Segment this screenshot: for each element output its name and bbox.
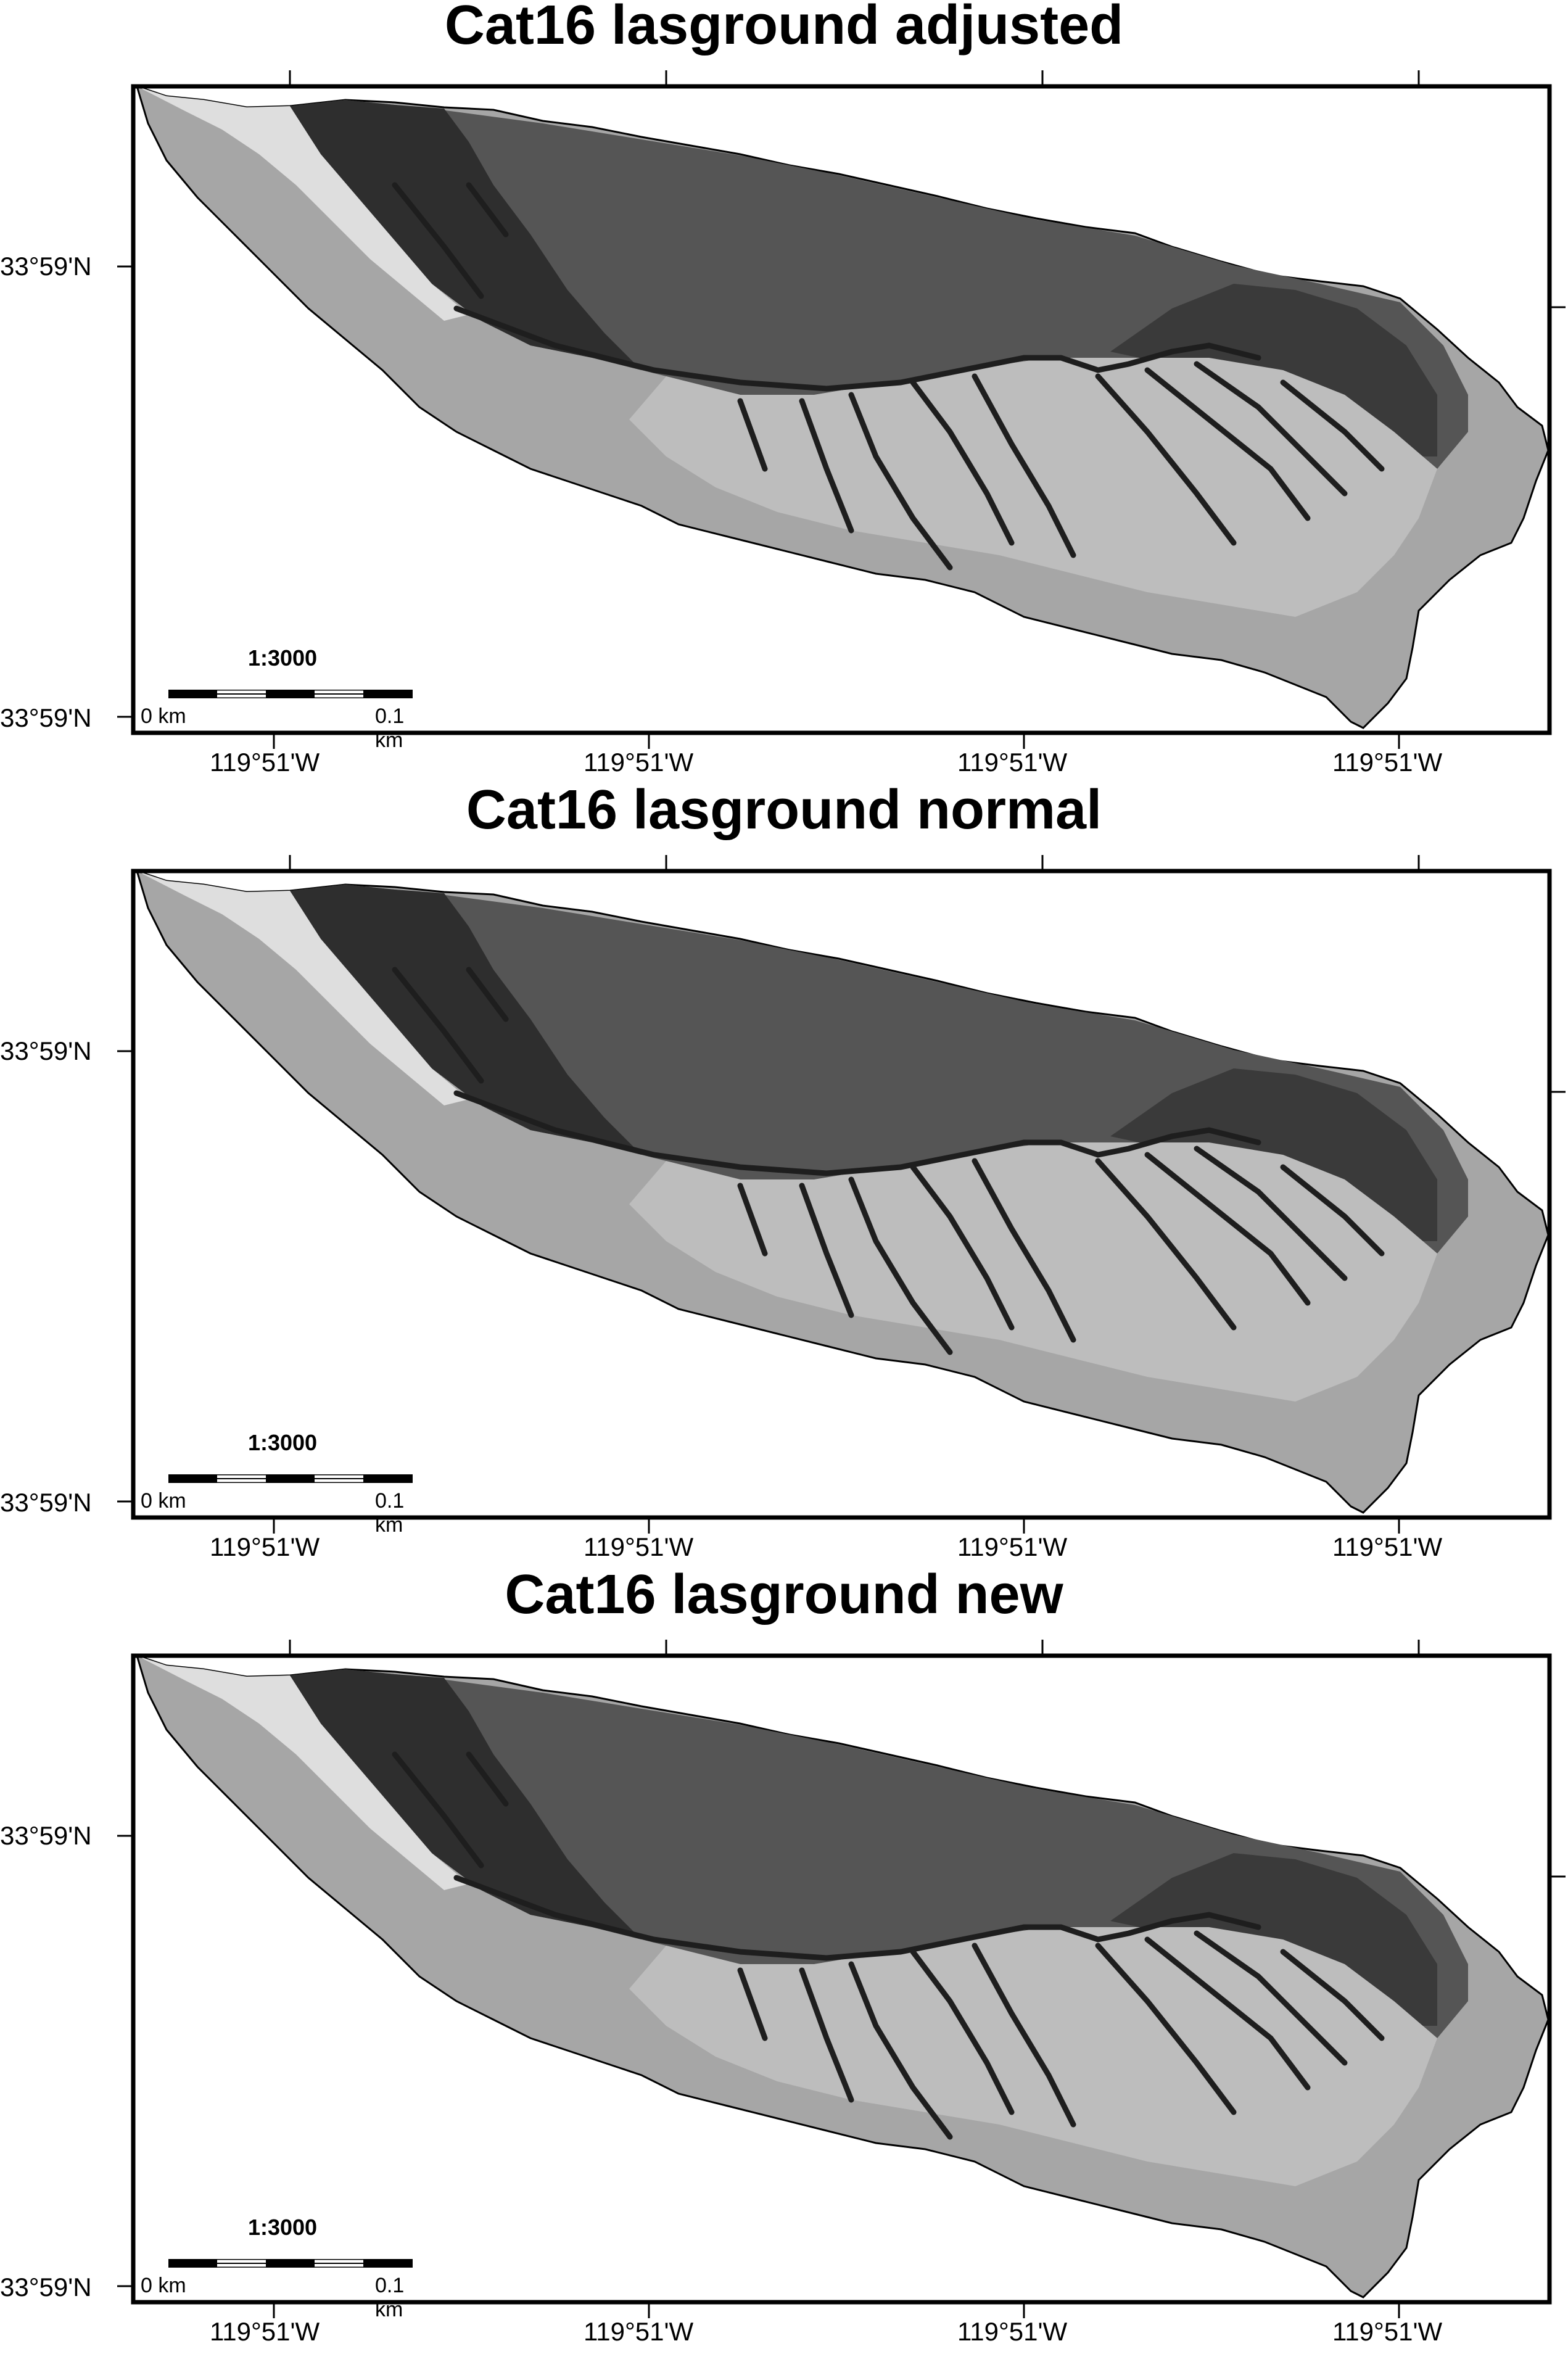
map-figure	[117, 855, 1566, 1534]
scale-bar-graphic	[168, 690, 413, 698]
lon-label-1: 119°51'W	[210, 2317, 320, 2346]
map-panel-1: Cat16 lasground adjusted 33°59'N 33°59'N…	[0, 0, 1568, 785]
lat-label-upper: 33°59'N	[0, 1821, 92, 1850]
map-panel-2: Cat16 lasground normal 33°59'N 33°59'N 1…	[0, 779, 1568, 1569]
scale-end-label: 0.1 km	[375, 2274, 405, 2321]
map-figure	[117, 1640, 1566, 2318]
scale-ratio: 1:3000	[247, 645, 318, 671]
scale-start-label: 0 km	[141, 2274, 186, 2297]
scale-bar: 1:3000 0 km 0.1 km	[141, 2215, 424, 2321]
lat-label-lower: 33°59'N	[0, 2273, 92, 2302]
panel-title: Cat16 lasground adjusted	[444, 0, 1124, 56]
lat-label-upper: 33°59'N	[0, 1036, 92, 1065]
scale-bar: 1:3000 0 km 0.1 km	[141, 645, 424, 752]
lon-label-3: 119°51'W	[957, 1532, 1068, 1561]
lat-label-lower: 33°59'N	[0, 703, 92, 732]
lon-label-3: 119°51'W	[957, 748, 1068, 777]
scale-end-label: 0.1 km	[375, 1489, 405, 1537]
lon-label-4: 119°51'W	[1332, 1532, 1443, 1561]
scale-bar-graphic	[168, 2259, 413, 2268]
map-frame	[131, 84, 1552, 735]
frame-ticks	[117, 70, 1566, 749]
scale-bar: 1:3000 0 km 0.1 km	[141, 1430, 424, 1537]
hillshade-terrain	[135, 85, 1549, 729]
frame-ticks	[117, 855, 1566, 1534]
map-frame	[131, 1653, 1552, 2305]
lon-label-1: 119°51'W	[210, 748, 320, 777]
lon-label-3: 119°51'W	[957, 2317, 1068, 2346]
lon-label-2: 119°51'W	[584, 2317, 694, 2346]
lon-label-2: 119°51'W	[584, 748, 694, 777]
map-figure	[117, 70, 1566, 749]
hillshade-terrain	[135, 1654, 1549, 2298]
frame-ticks	[117, 1640, 1566, 2318]
lon-label-4: 119°51'W	[1332, 748, 1443, 777]
scale-start-label: 0 km	[141, 704, 186, 728]
map-frame	[131, 869, 1552, 1520]
scale-bar-graphic	[168, 1474, 413, 1483]
map-panel-3: Cat16 lasground new 33°59'N 33°59'N 119°…	[0, 1564, 1568, 2354]
lon-label-2: 119°51'W	[584, 1532, 694, 1561]
panel-title: Cat16 lasground new	[505, 1564, 1063, 1625]
scale-ratio: 1:3000	[247, 2215, 318, 2240]
scale-start-label: 0 km	[141, 1489, 186, 1513]
lon-label-1: 119°51'W	[210, 1532, 320, 1561]
lat-label-upper: 33°59'N	[0, 252, 92, 281]
lon-label-4: 119°51'W	[1332, 2317, 1443, 2346]
hillshade-terrain	[135, 869, 1549, 1514]
scale-end-label: 0.1 km	[375, 704, 405, 752]
panel-title: Cat16 lasground normal	[466, 779, 1102, 841]
lat-label-lower: 33°59'N	[0, 1488, 92, 1517]
scale-ratio: 1:3000	[247, 1430, 318, 1455]
